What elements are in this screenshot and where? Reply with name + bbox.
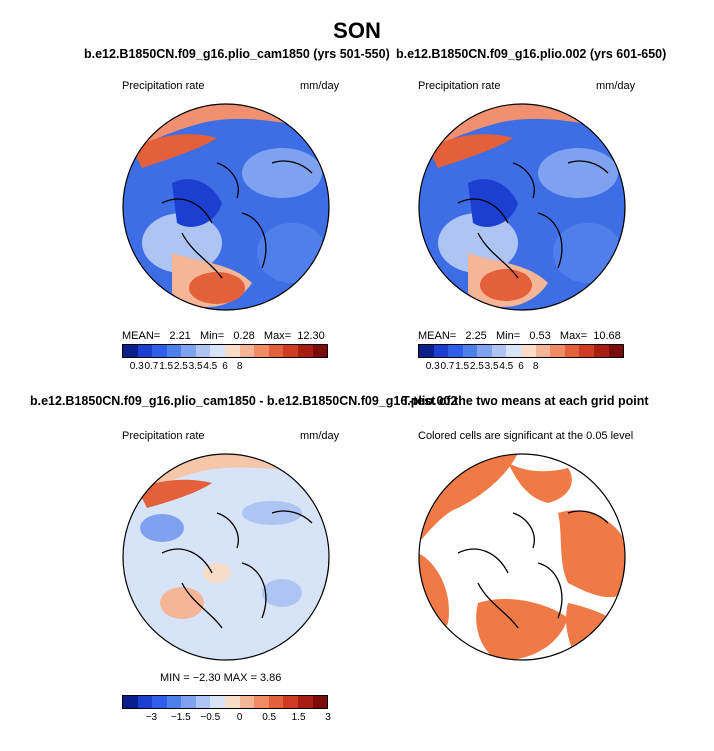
colorbar-swatch: [462, 345, 478, 357]
colorbar-swatch: [448, 345, 463, 357]
colorbar-tick-label: 0.7: [144, 361, 159, 372]
panel3-title: b.e12.B1850CN.f09_g16.plio_cam1850 - b.e…: [30, 394, 458, 408]
panel2-units: mm/day: [596, 80, 636, 92]
panel4-title: T-test of the two means at each grid poi…: [402, 394, 649, 408]
panel2-map: [418, 103, 626, 311]
colorbar-swatch: [210, 696, 226, 708]
colorbar-swatch: [239, 696, 255, 708]
colorbar-swatch: [268, 345, 284, 357]
colorbar-swatch: [225, 696, 240, 708]
sig-region: [566, 603, 625, 660]
colorbar-swatch: [225, 345, 240, 357]
colorbar-swatch: [419, 345, 434, 357]
panel3-stats: MIN = −2.30 MAX = 3.86: [160, 672, 282, 684]
colorbar-swatch: [254, 345, 269, 357]
colorbar-tick-label: 8: [236, 361, 243, 372]
colorbar-swatch: [239, 345, 255, 357]
panel1-map: [122, 103, 330, 311]
colorbar-swatch: [123, 345, 138, 357]
colorbar-swatch: [593, 345, 609, 357]
colorbar-swatch: [137, 345, 153, 357]
colorbar-swatch: [506, 345, 522, 357]
colorbar-swatch: [254, 696, 269, 708]
colorbar-tick-label: 0.7: [440, 361, 455, 372]
panel3-variable: Precipitation rate: [122, 430, 205, 442]
colorbar-tick-label: 3: [325, 712, 331, 723]
colorbar-swatch: [268, 696, 284, 708]
panel3-map: [122, 453, 330, 661]
colorbar-tick-label: 0: [236, 712, 243, 723]
colorbar-swatch: [210, 345, 226, 357]
colorbar-swatch: [535, 345, 551, 357]
colorbar-tick-label: 1.5: [291, 712, 306, 723]
sig-region: [508, 463, 572, 503]
colorbar-swatch: [181, 696, 196, 708]
colorbar-swatch: [312, 696, 328, 708]
panel3-units: mm/day: [300, 430, 340, 442]
colorbar-swatch: [608, 345, 624, 357]
colorbar-swatch: [195, 345, 211, 357]
figure-title: SON: [333, 18, 381, 43]
colorbar-tick-label: 0.3: [425, 361, 440, 372]
colorbar-tick-label: 3.5: [188, 361, 203, 372]
colorbar-tick-label: 8: [532, 361, 539, 372]
colorbar-tick-label: 3.5: [484, 361, 499, 372]
panel4-map: [418, 453, 626, 661]
panel3-colorbar: −3 −1.5 −0.5 0 0.5 1.5 3: [122, 695, 331, 723]
panel2-variable: Precipitation rate: [418, 80, 501, 92]
colorbar-swatch: [433, 345, 449, 357]
panel1-stats: MEAN= 2.21 Min= 0.28 Max= 12.30: [122, 330, 325, 342]
panel1-units: mm/day: [300, 80, 340, 92]
colorbar-tick-label: 0.3: [129, 361, 144, 372]
sig-region: [476, 598, 568, 660]
colorbar-tick-label: −3: [145, 712, 158, 723]
panel1-colorbar: 0.3 0.7 1.5 2.5 3.5 4.5 6 8: [122, 344, 328, 372]
colorbar-tick-label: 6: [222, 361, 228, 372]
colorbar-tick-label: 2.5: [469, 361, 484, 372]
colorbar-swatch: [166, 345, 182, 357]
colorbar-swatch: [283, 345, 298, 357]
colorbar-swatch: [166, 696, 182, 708]
colorbar-tick-label: 2.5: [173, 361, 188, 372]
panel2-stats: MEAN= 2.25 Min= 0.53 Max= 10.68: [418, 330, 621, 342]
panel4-subtitle: Colored cells are significant at the 0.0…: [418, 430, 634, 442]
colorbar-swatch: [297, 696, 313, 708]
colorbar-tick-label: 4.5: [499, 361, 514, 372]
colorbar-tick-label: −0.5: [200, 712, 221, 723]
colorbar-swatch: [477, 345, 492, 357]
colorbar-swatch: [195, 696, 211, 708]
colorbar-swatch: [521, 345, 536, 357]
panel1-title: b.e12.B1850CN.f09_g16.plio_cam1850 (yrs …: [84, 47, 390, 61]
panel2-title: b.e12.B1850CN.f09_g16.plio.002 (yrs 601-…: [396, 47, 667, 61]
colorbar-tick-label: 1.5: [455, 361, 470, 372]
colorbar-tick-label: 4.5: [203, 361, 218, 372]
colorbar-tick-label: −1.5: [170, 712, 191, 723]
colorbar-swatch: [123, 696, 138, 708]
colorbar-swatch: [152, 696, 167, 708]
colorbar-swatch: [312, 345, 328, 357]
colorbar-swatch: [550, 345, 565, 357]
colorbar-swatch: [181, 345, 196, 357]
sig-region: [558, 510, 625, 598]
colorbar-tick-label: 0.5: [262, 712, 277, 723]
colorbar-tick-label: 1.5: [159, 361, 174, 372]
colorbar-swatch: [152, 345, 167, 357]
colorbar-swatch: [283, 696, 298, 708]
panel1-variable: Precipitation rate: [122, 80, 205, 92]
panel2-colorbar: 0.3 0.7 1.5 2.5 3.5 4.5 6 8: [418, 344, 624, 372]
colorbar-swatch: [579, 345, 594, 357]
colorbar-swatch: [297, 345, 313, 357]
colorbar-tick-label: 6: [518, 361, 524, 372]
colorbar-swatch: [137, 696, 153, 708]
colorbar-swatch: [491, 345, 507, 357]
colorbar-swatch: [564, 345, 580, 357]
